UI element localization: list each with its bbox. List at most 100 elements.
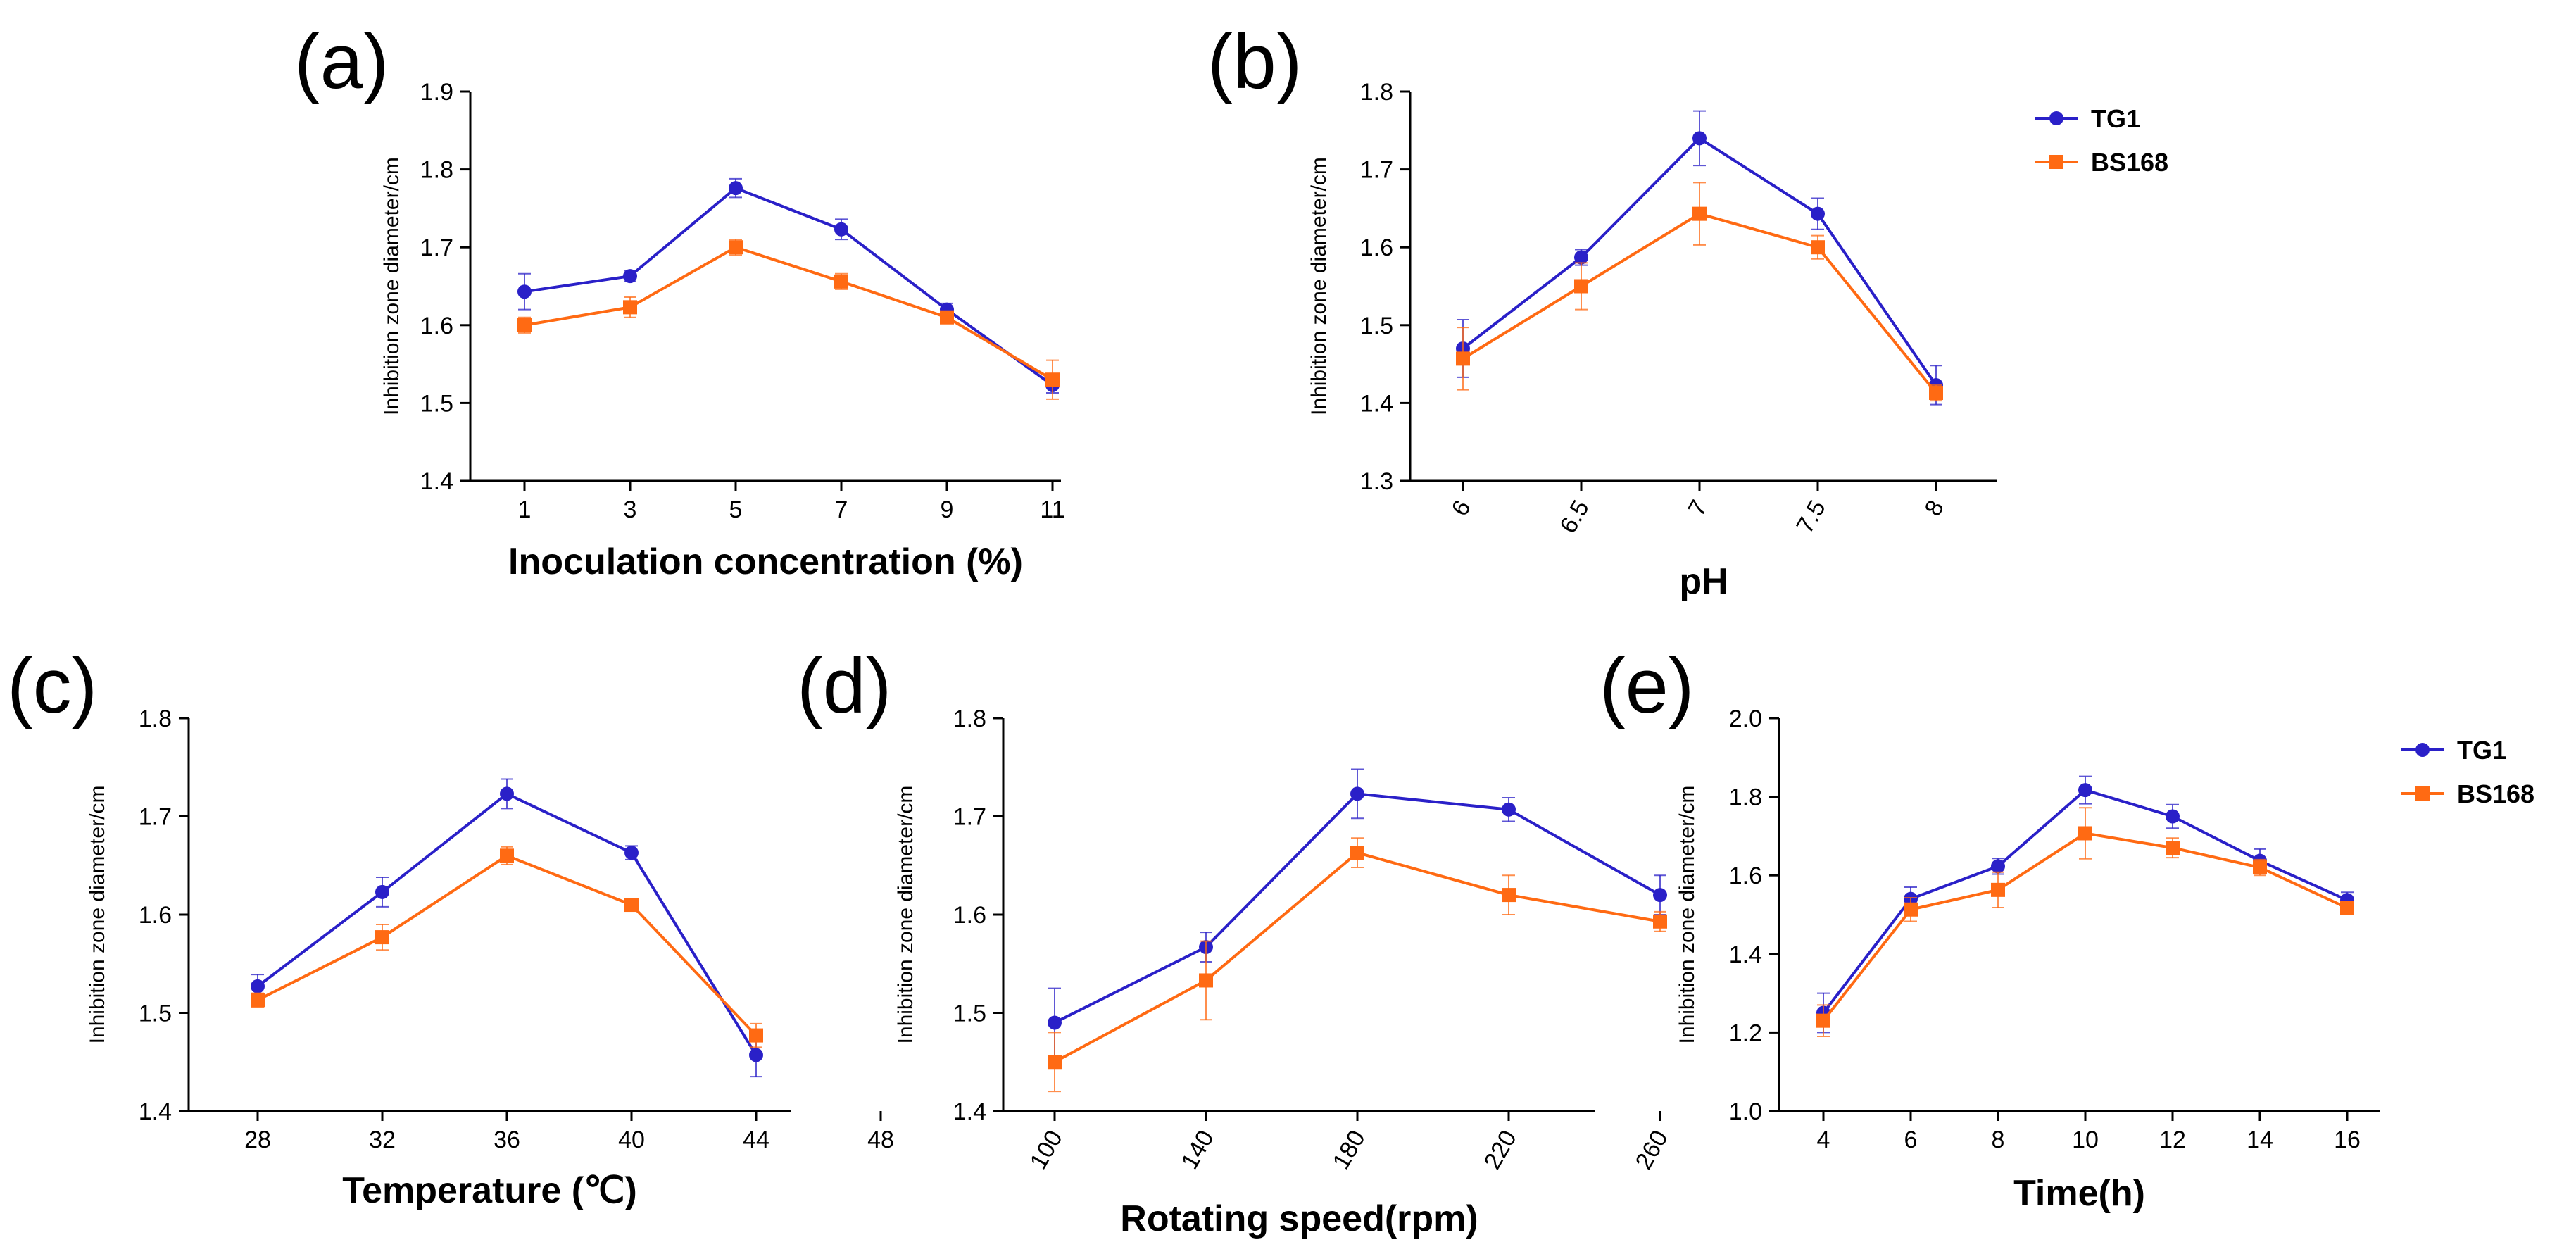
series-TG1 [1456, 110, 1943, 406]
y-axis-title: Inhibition zone diameter/cm [380, 157, 403, 415]
legend-label: BS168 [2457, 779, 2534, 808]
data-point-BS168 [251, 993, 265, 1008]
panel-e: (e) 1.0 1.2 1.4 1.6 1.8 2.0 4 6 8 10 12 14 16 Time(h) I… [1600, 643, 2534, 1214]
y-tick-label: 1.7 [139, 804, 172, 831]
x-tick-label: 7 [835, 496, 848, 523]
y-tick-label: 1.8 [420, 157, 453, 184]
data-point-BS168 [1653, 914, 1667, 929]
x-tick-label: 7 [1683, 496, 1713, 520]
data-point-TG1 [834, 222, 848, 237]
data-point-TG1 [1574, 250, 1588, 265]
x-tick-label: 44 [743, 1127, 769, 1153]
x-tick-label: 36 [494, 1127, 520, 1153]
series-BS168 [517, 239, 1060, 400]
data-point-BS168 [500, 848, 514, 863]
data-point-TG1 [500, 786, 514, 801]
y-tick-label: 1.4 [1360, 390, 1393, 417]
series-BS168 [1816, 807, 2354, 1037]
series-line-TG1 [1054, 792, 1661, 1024]
series-line-BS168 [1054, 851, 1661, 1064]
x-tick-label: 7.5 [1791, 496, 1831, 538]
data-point-TG1 [729, 181, 743, 196]
data-point-BS168 [1350, 846, 1364, 860]
data-point-BS168 [940, 310, 954, 325]
y-tick-label: 1.7 [1360, 157, 1393, 184]
legend-marker [2415, 786, 2430, 801]
data-point-BS168 [1048, 1055, 1062, 1070]
data-point-BS168 [1904, 902, 1918, 917]
y-axis-title: Inhibition zone diameter/cm [1676, 786, 1699, 1044]
y-axis-title: Inhibition zone diameter/cm [894, 786, 917, 1044]
data-point-BS168 [2253, 860, 2267, 875]
legend-marker [2415, 743, 2430, 757]
x-tick-label: 8 [1992, 1127, 2005, 1153]
data-point-BS168 [1692, 206, 1707, 221]
y-tick-label: 1.7 [953, 804, 986, 831]
x-axis-title: Time(h) [2013, 1173, 2145, 1214]
series-TG1 [517, 177, 1060, 394]
y-tick-label: 2.0 [1729, 706, 1762, 732]
y-tick-label: 1.6 [420, 313, 453, 339]
legend-label: TG1 [2457, 736, 2506, 765]
y-axis-title: Inhibition zone diameter/cm [1307, 157, 1331, 415]
x-axis-title: pH [1679, 561, 1728, 602]
series-line-BS168 [1822, 832, 2348, 1022]
y-tick-label: 1.0 [1729, 1098, 1762, 1125]
y-tick-label: 1.6 [1729, 863, 1762, 889]
data-point-TG1 [623, 269, 637, 284]
data-point-BS168 [624, 898, 639, 913]
legend: TG1 BS168 [2401, 736, 2534, 808]
y-tick-label: 1.7 [420, 234, 453, 261]
y-tick-label: 1.6 [139, 902, 172, 929]
y-tick-label: 1.5 [420, 390, 453, 417]
panel-letter: (e) [1600, 643, 1694, 729]
data-point-TG1 [624, 846, 639, 860]
y-tick-label: 1.4 [953, 1098, 986, 1125]
data-point-TG1 [375, 884, 389, 899]
y-tick-label: 1.5 [1360, 313, 1393, 339]
panel-letter: (d) [797, 643, 891, 729]
data-point-BS168 [834, 274, 848, 289]
x-tick-label: 9 [941, 496, 954, 523]
data-point-BS168 [1991, 882, 2005, 897]
y-tick-label: 1.6 [1360, 234, 1393, 261]
y-tick-label: 1.3 [1360, 468, 1393, 495]
x-tick-label: 140 [1176, 1126, 1219, 1174]
data-point-TG1 [251, 979, 265, 993]
x-tick-label: 14 [2247, 1127, 2273, 1153]
y-axis-title: Inhibition zone diameter/cm [86, 786, 109, 1044]
series-line-TG1 [1462, 136, 1937, 387]
panel-c: (c) 1.4 1.5 1.6 1.7 1.8 28 32 36 40 44 48 Temperatur… [7, 643, 894, 1211]
data-point-TG1 [1692, 131, 1707, 146]
data-point-BS168 [1502, 888, 1516, 903]
data-point-TG1 [2166, 809, 2180, 824]
data-point-BS168 [1456, 351, 1470, 366]
legend-label: BS168 [2091, 148, 2168, 177]
x-tick-label: 10 [2072, 1127, 2099, 1153]
x-tick-label: 3 [624, 496, 637, 523]
panel-a: (a) 1.4 1.5 1.6 1.7 1.8 1.9 1 3 5 7 9 11 Inoculation … [294, 18, 2168, 582]
data-point-BS168 [1811, 240, 1825, 255]
x-tick-label: 32 [369, 1127, 396, 1153]
data-point-TG1 [1653, 888, 1667, 903]
y-tick-label: 1.9 [420, 79, 453, 106]
y-tick-label: 1.5 [139, 1001, 172, 1027]
legend: TG1 BS168 [2035, 104, 2168, 177]
x-tick-label: 11 [1040, 496, 1064, 523]
panel-letter: (c) [7, 643, 97, 729]
x-tick-label: 12 [2159, 1127, 2186, 1153]
panel-b: (b) 1.3 1.4 1.5 1.6 1.7 1.8 6 6.5 7 7.5 8 pH Inhibiti… [1207, 18, 1997, 602]
x-tick-label: 40 [618, 1127, 645, 1153]
series-line-BS168 [257, 854, 758, 1036]
data-point-TG1 [1502, 802, 1516, 817]
data-point-TG1 [517, 284, 532, 299]
x-axis-title: Temperature (℃) [342, 1170, 637, 1211]
x-tick-label: 5 [729, 496, 743, 523]
y-tick-label: 1.8 [1360, 79, 1393, 106]
y-tick-label: 1.8 [1729, 784, 1762, 811]
series-line-TG1 [524, 186, 1054, 387]
y-tick-label: 1.8 [139, 706, 172, 732]
legend-marker [2049, 111, 2063, 125]
y-tick-label: 1.4 [1729, 941, 1762, 968]
